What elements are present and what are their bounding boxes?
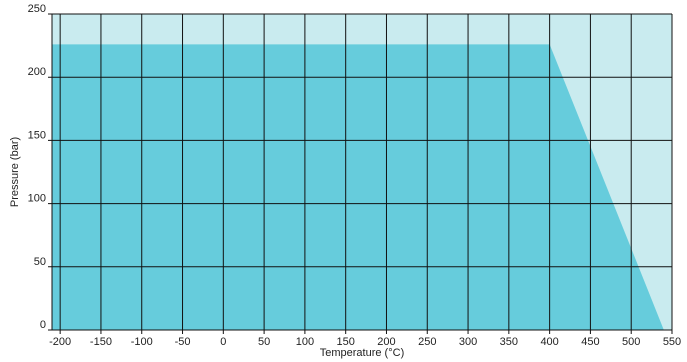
x-tick-label: 50 bbox=[258, 336, 270, 348]
x-tick-label: 0 bbox=[220, 336, 226, 348]
grid-lines bbox=[48, 13, 673, 334]
x-tick-label: 100 bbox=[296, 336, 314, 348]
x-tick-label: -50 bbox=[175, 336, 191, 348]
x-tick-label: 200 bbox=[377, 336, 395, 348]
rated-pressure-area bbox=[52, 44, 664, 330]
x-tick-label: 150 bbox=[337, 336, 355, 348]
x-tick-label: -100 bbox=[131, 336, 153, 348]
x-tick-label: 450 bbox=[581, 336, 599, 348]
y-tick-label: 0 bbox=[40, 319, 46, 331]
x-tick-label: 400 bbox=[540, 336, 558, 348]
y-tick-label: 200 bbox=[28, 66, 46, 78]
x-tick-label: -150 bbox=[90, 336, 112, 348]
y-axis-label: Pressure (bar) bbox=[9, 137, 21, 207]
x-tick-label: 300 bbox=[459, 336, 477, 348]
y-tick-label: 250 bbox=[28, 3, 46, 15]
x-axis-label: Temperature (°C) bbox=[320, 347, 404, 359]
x-tick-label: 550 bbox=[663, 336, 681, 348]
x-tick-label: 250 bbox=[418, 336, 436, 348]
x-tick-label: -200 bbox=[49, 336, 71, 348]
y-tick-label: 50 bbox=[34, 256, 46, 268]
y-tick-labels: 0 50 100 150 200 250 bbox=[28, 3, 46, 331]
y-tick-label: 150 bbox=[28, 129, 46, 141]
y-tick-label: 100 bbox=[28, 193, 46, 205]
x-tick-label: 350 bbox=[500, 336, 518, 348]
x-tick-labels: -200 -150 -100 -50 0 50 100 150 200 250 300 350 400 4… bbox=[49, 336, 681, 348]
x-tick-label: 500 bbox=[622, 336, 640, 348]
